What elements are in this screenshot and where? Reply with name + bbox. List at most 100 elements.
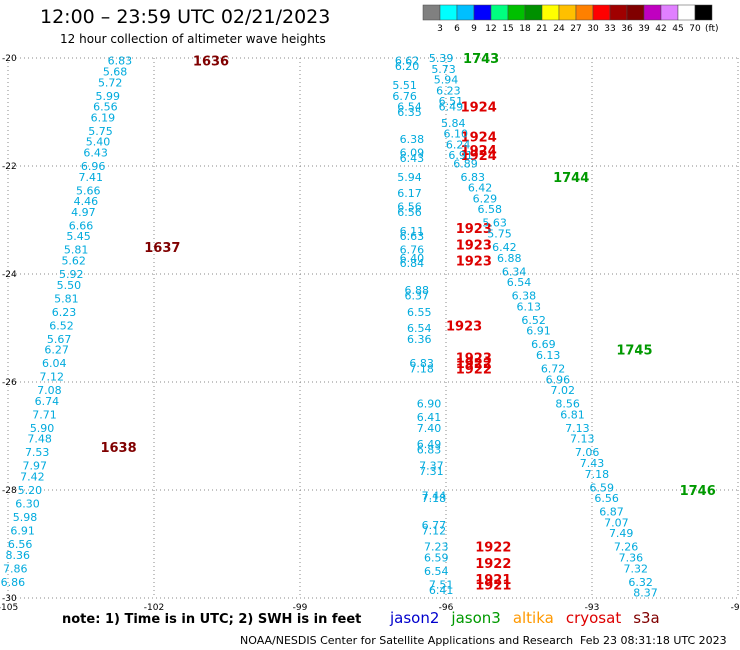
swh-value-label: 6.38 <box>512 290 537 303</box>
swh-value-label: 7.44 <box>422 489 447 502</box>
colorbar-tick-label: 33 <box>604 24 615 34</box>
swh-value-label: 6.37 <box>405 290 430 303</box>
swh-value-label: 6.13 <box>536 349 561 362</box>
swh-value-label: 4.97 <box>71 206 96 219</box>
swh-value-label: 6.51 <box>439 95 464 108</box>
footer-note: note: 1) Time is in UTC; 2) SWH is in fe… <box>62 612 362 627</box>
swh-value-label: 7.26 <box>614 541 639 554</box>
swh-value-label: 7.18 <box>409 363 434 376</box>
swh-value-label: 6.88 <box>405 284 430 297</box>
time-label: 1746 <box>680 484 716 499</box>
swh-value-label: 5.75 <box>88 125 113 138</box>
time-label: 1744 <box>553 171 589 186</box>
swh-value-label: 7.86 <box>3 562 28 575</box>
time-label: 1922 <box>475 557 511 572</box>
swh-value-label: 7.23 <box>424 541 449 554</box>
x-tick-label: -102 <box>144 603 164 610</box>
swh-value-label: 7.31 <box>419 465 444 478</box>
swh-value-label: 5.45 <box>66 230 91 243</box>
x-tick-label: -93 <box>585 603 600 610</box>
swh-value-label: 6.62 <box>395 55 420 68</box>
swh-value-label: 5.68 <box>103 66 128 79</box>
swh-value-label: 6.89 <box>453 157 478 170</box>
x-tick-label: -96 <box>439 603 454 610</box>
colorbar-tick-label: 36 <box>621 24 633 34</box>
swh-value-label: 7.02 <box>551 384 576 397</box>
swh-value-label: 8.37 <box>633 587 658 600</box>
legend-jason2: jason2 <box>390 609 440 627</box>
time-label: 1636 <box>193 55 229 70</box>
swh-value-label: 7.18 <box>422 492 447 505</box>
swh-value-label: 6.09 <box>400 147 425 160</box>
y-tick-label: -22 <box>2 162 17 172</box>
swh-value-label: 5.99 <box>96 90 121 103</box>
swh-value-label: 7.41 <box>78 171 103 184</box>
swh-value-label: 7.18 <box>585 468 610 481</box>
swh-value-label: 6.19 <box>91 111 116 124</box>
colorbar-tick-label: 39 <box>638 24 650 34</box>
swh-value-label: 4.46 <box>74 195 99 208</box>
swh-value-label: 6.96 <box>81 160 106 173</box>
swh-value-label: 6.42 <box>492 241 517 254</box>
y-tick-label: -24 <box>2 270 17 280</box>
swh-value-label: 6.54 <box>407 322 432 335</box>
swh-value-label: 7.13 <box>565 422 590 435</box>
swh-value-label: 5.98 <box>13 511 38 524</box>
swh-value-label: 6.55 <box>407 306 432 319</box>
swh-value-label: 7.36 <box>619 552 644 565</box>
colorbar-tick-label: 6 <box>454 24 460 34</box>
swh-value-label: 7.40 <box>417 422 442 435</box>
swh-value-label: 6.38 <box>400 133 425 146</box>
colorbar-tick-label: 24 <box>553 24 565 34</box>
swh-value-label: 6.17 <box>397 187 422 200</box>
satellite-legend: jason2 jason3 altika cryosat s3a <box>390 609 672 627</box>
swh-value-label: 6.49 <box>439 101 464 114</box>
swh-value-label: 7.32 <box>624 562 649 575</box>
swh-value-label: 5.90 <box>30 422 55 435</box>
timestamp: Feb 23 08:31:18 UTC 2023 <box>580 634 727 647</box>
time-label: 1637 <box>144 241 180 256</box>
swh-value-label: 6.90 <box>417 398 442 411</box>
swh-value-label: 6.84 <box>400 257 425 270</box>
swh-value-label: 6.54 <box>397 101 422 114</box>
swh-value-label: 6.76 <box>392 90 417 103</box>
swh-value-label: 6.76 <box>400 244 425 257</box>
swh-value-label: 6.59 <box>589 481 614 494</box>
swh-value-label: 6.34 <box>502 265 527 278</box>
swh-value-label: 8.56 <box>555 398 580 411</box>
swh-value-label: 6.54 <box>424 565 449 578</box>
time-label: 1921 <box>475 573 511 588</box>
swh-value-label: 6.36 <box>407 333 432 346</box>
swh-value-label: 6.10 <box>443 128 468 141</box>
time-label: 1743 <box>463 52 499 67</box>
time-label: 1923 <box>456 222 492 237</box>
time-label: 1923 <box>456 255 492 270</box>
swh-value-label: 6.40 <box>400 252 425 265</box>
swh-value-label: 5.92 <box>59 268 84 281</box>
swh-value-label: 6.29 <box>473 192 498 205</box>
swh-value-label: 5.20 <box>18 484 43 497</box>
time-label: 1922 <box>456 363 492 378</box>
swh-value-label: 6.59 <box>424 552 449 565</box>
swh-value-label: 6.58 <box>478 203 503 216</box>
time-label: 1745 <box>616 344 652 359</box>
swh-value-label: 6.54 <box>507 276 532 289</box>
swh-value-label: 6.42 <box>468 182 493 195</box>
swh-value-label: 5.73 <box>431 63 456 76</box>
swh-value-label: 6.91 <box>10 525 35 538</box>
swh-value-label: 7.48 <box>27 433 52 446</box>
y-tick-label: -30 <box>2 594 17 604</box>
swh-value-label: 6.86 <box>1 576 26 589</box>
swh-value-label: 5.75 <box>487 228 512 241</box>
colorbar-tick-label: 21 <box>536 24 547 34</box>
swh-value-label: 7.12 <box>40 371 65 384</box>
credit-text: NOAA/NESDIS Center for Satellite Applica… <box>240 634 574 647</box>
swh-value-label: 7.42 <box>20 471 45 484</box>
legend-jason3: jason3 <box>451 609 501 627</box>
swh-value-label: 6.41 <box>429 584 454 597</box>
legend-s3a: s3a <box>633 609 660 627</box>
colorbar-tick-label: 42 <box>655 24 666 34</box>
time-label: 1923 <box>446 319 482 334</box>
time-label: 1924 <box>461 144 497 159</box>
swh-value-label: 6.43 <box>400 152 425 165</box>
